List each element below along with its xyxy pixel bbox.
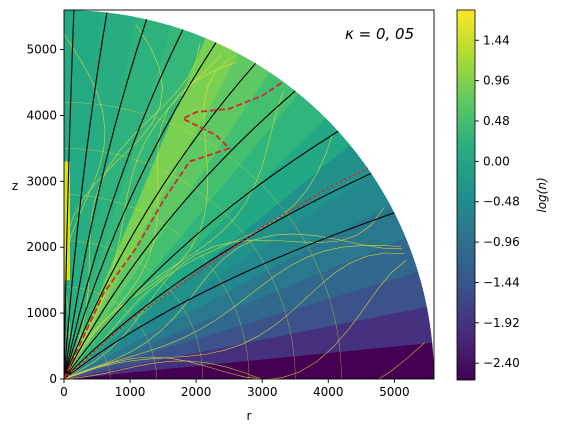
contour-line	[64, 342, 425, 379]
contour-line	[64, 135, 333, 379]
contour-line	[64, 43, 201, 379]
field-line	[64, 12, 108, 379]
x-tick-label: 5000	[379, 385, 410, 399]
contour-line	[64, 233, 403, 379]
contour-line	[64, 53, 223, 379]
colorbar-tick-label: 0.96	[483, 74, 510, 88]
contour-line	[64, 91, 284, 379]
colorbar-tick-label: 0.48	[483, 114, 510, 128]
contour-line	[64, 208, 384, 379]
heatmap-wedge	[64, 53, 270, 379]
contour-line	[64, 259, 407, 379]
y-tick-label: 1000	[26, 306, 57, 320]
x-tick-label: 2000	[181, 385, 212, 399]
field-line	[64, 172, 372, 379]
heatmap-wedge	[64, 25, 206, 379]
heatmap-wedge	[64, 37, 239, 379]
heatmap-wedge	[64, 237, 419, 379]
colorbar-tick-label: −1.44	[483, 275, 520, 289]
contour-line	[64, 245, 402, 379]
y-axis-label: z	[12, 179, 18, 193]
contour-line	[64, 61, 238, 379]
y-tick-label: 3000	[26, 174, 57, 188]
field-line	[64, 19, 148, 379]
contour-line	[64, 194, 250, 379]
colorbar-tick-label: −1.92	[483, 316, 520, 330]
heatmap-wedge	[64, 144, 372, 379]
heatmap-wedge	[64, 71, 299, 379]
colorbar-tick-label: 1.44	[483, 33, 510, 47]
field-line	[64, 29, 184, 379]
x-tick-label: 1000	[115, 385, 146, 399]
contour-line	[64, 33, 106, 379]
heatmap-wedge	[64, 173, 391, 379]
contour-line	[64, 286, 157, 379]
heatmap-wedge	[64, 204, 406, 379]
contour-line	[64, 148, 296, 379]
contour-line	[64, 102, 342, 379]
heatmap-wedge	[64, 271, 427, 379]
colorbar-tick-label: 0.00	[483, 154, 510, 168]
y-axis-ticks: 0 1000 2000 3000 4000 5000	[26, 43, 64, 386]
colorbar-tick-label: −2.40	[483, 356, 520, 370]
field-line	[64, 130, 339, 379]
contour-line	[64, 240, 203, 379]
heatmap-wedge	[64, 16, 172, 379]
x-tick-label: 0	[60, 385, 68, 399]
density-contours	[64, 24, 425, 379]
y-tick-label: 5000	[26, 43, 57, 57]
heatmap-wedge	[64, 306, 433, 379]
y-tick-label: 4000	[26, 108, 57, 122]
kappa-annotation: κ = 0, 05	[345, 25, 414, 43]
field-lines	[64, 10, 395, 379]
y-tick-label: 2000	[26, 240, 57, 254]
x-axis-label: r	[247, 409, 252, 423]
colorbar-tick-label: −0.48	[483, 195, 520, 209]
plot-frame	[63, 9, 435, 380]
field-line	[64, 90, 296, 379]
colorbar-ticks: 1.44 0.96 0.48 0.00 −0.48 −0.96 −1.44 −1.92 −2.4…	[475, 33, 520, 370]
plot-area	[64, 10, 434, 379]
colorbar-tick-label: −0.96	[483, 235, 520, 249]
y-tick-label: 0	[49, 372, 57, 386]
field-line	[64, 212, 395, 379]
x-tick-label: 3000	[247, 385, 278, 399]
colorbar-label: log(n)	[535, 177, 549, 212]
colorbar	[456, 9, 476, 381]
heatmap-wedge	[64, 11, 137, 379]
x-axis-ticks: 0 1000 2000 3000 4000 5000	[60, 379, 410, 399]
field-line	[64, 62, 257, 379]
contour-line	[64, 252, 405, 379]
x-tick-label: 4000	[313, 385, 344, 399]
field-line	[64, 10, 75, 379]
dashed-red-curve	[64, 81, 283, 379]
field-line	[64, 42, 217, 379]
